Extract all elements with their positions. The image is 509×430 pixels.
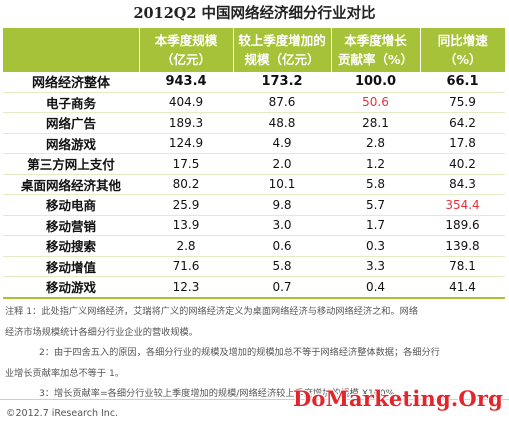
cell-value: 48.8 [233, 112, 331, 133]
copyright: ©2012.7 iResearch Inc. [6, 408, 119, 419]
row-label: 桌面网络经济其他 [3, 173, 139, 195]
cell-value: 0.6 [233, 235, 331, 256]
cell-value: 0.4 [331, 276, 420, 299]
row-label: 第三方网上支付 [3, 153, 139, 174]
note-2-line-2: 业增长贡献率加总不等于 1。 [5, 367, 125, 379]
cell-value: 2.0 [233, 153, 331, 174]
cell-value: 78.1 [420, 255, 505, 277]
header-line: 规模（亿元） [244, 52, 320, 67]
cell-value: 124.9 [139, 132, 233, 154]
cell-value: 404.9 [139, 91, 233, 113]
cell-value: 87.6 [233, 91, 331, 113]
cell-value: 5.8 [331, 173, 420, 195]
notes: 注释 1：此处指广义网络经济，艾瑞将广义的网络经济定义为桌面网络经济与移动网络经… [5, 302, 505, 405]
header-row: 本季度规模 （亿元） 较上季度增加的 规模（亿元） 本季度增长 贡献率（%） 同比增速 （%） [3, 28, 505, 72]
cell-value: 25.9 [139, 194, 233, 215]
cell-value: 3.0 [233, 214, 331, 236]
cell-value: 354.4 [420, 194, 505, 215]
cell-value: 71.6 [139, 255, 233, 277]
table-row: 移动增值 71.6 5.8 3.3 78.1 [3, 255, 505, 277]
header-line: 本季度增长 [344, 33, 407, 48]
header-line: 贡献率（%） [337, 52, 414, 67]
cell-value: 189.6 [420, 214, 505, 236]
cell-value: 17.5 [139, 153, 233, 174]
cell-value: 139.8 [420, 235, 505, 256]
cell-value: 41.4 [420, 276, 505, 299]
footer: ©2012.7 iResearch Inc. DoMarketing.Org [0, 386, 509, 430]
cell-value: 100.0 [354, 74, 397, 90]
row-label: 网络广告 [3, 112, 139, 133]
header-cell: 本季度增长贡献率（%） [330, 28, 420, 72]
table-row: 移动营销 13.9 3.0 1.7 189.6 [3, 214, 505, 236]
cell-value: 4.9 [233, 132, 331, 154]
note-1-line-2: 经济市场规模统计各细分行业企业的营收规模。 [5, 326, 198, 338]
table-row: 移动游戏 12.3 0.7 0.4 41.4 [3, 276, 505, 299]
watermark-logo: DoMarketing.Org [292, 386, 503, 411]
table-header: 本季度规模 （亿元） 较上季度增加的 规模（亿元） 本季度增长 贡献率（%） 同比增速 （%） [3, 28, 505, 72]
header-cell [3, 28, 139, 72]
header-cell: 本季度规模 （亿元） [138, 28, 233, 72]
table-row: 网络广告 189.3 48.8 28.1 64.2 [3, 112, 505, 133]
row-label: 网络游戏 [3, 132, 139, 154]
cell-value: 64.2 [420, 112, 505, 133]
header-cell: 同比增速 （%） [419, 28, 505, 72]
cell-value: 12.3 [139, 276, 233, 299]
table-row: 网络经济整体 943.4 173.2 100.0 66.1 [3, 72, 505, 92]
cell-value: 50.6 [331, 91, 420, 113]
note-1-line-1: 注释 1：此处指广义网络经济，艾瑞将广义的网络经济定义为桌面网络经济与移动网络经… [5, 306, 419, 317]
table-body: 网络经济整体 943.4 173.2 100.0 66.1 电子商务 404.9 87.6 50… [3, 72, 505, 299]
row-label: 移动游戏 [3, 276, 139, 299]
cell-value: 1.2 [331, 153, 420, 174]
cell-value: 0.3 [331, 235, 420, 256]
cell-value: 173.2 [261, 74, 303, 90]
row-label: 移动电商 [3, 194, 139, 215]
cell-value: 1.7 [331, 214, 420, 236]
cell-value: 84.3 [420, 173, 505, 195]
table-row: 移动搜索 2.8 0.6 0.3 139.8 [3, 235, 505, 256]
cell-value: 9.8 [233, 194, 331, 215]
row-label: 移动搜索 [3, 235, 139, 256]
header-line: 本季度规模 [154, 33, 218, 48]
cell-value: 0.7 [233, 276, 331, 299]
row-label: 电子商务 [3, 91, 139, 113]
header-line: （亿元） [160, 52, 211, 67]
cell-value: 943.4 [165, 74, 207, 90]
cell-value: 17.8 [420, 132, 505, 154]
page-title: 2012Q2 中国网络经济细分行业对比 [133, 5, 376, 22]
cell-value: 40.2 [420, 153, 505, 174]
table-row: 第三方网上支付 17.5 2.0 1.2 40.2 [3, 153, 505, 174]
header-line: 较上季度增加的 [238, 33, 326, 48]
table-row: 桌面网络经济其他 80.2 10.1 5.8 84.3 [3, 173, 505, 195]
header-line: （%） [443, 52, 482, 67]
table-row: 网络游戏 124.9 4.9 2.8 17.8 [3, 132, 505, 154]
cell-value: 2.8 [331, 132, 420, 154]
cell-value: 5.8 [233, 255, 331, 277]
row-label: 移动营销 [3, 214, 139, 236]
cell-value: 3.3 [331, 255, 420, 277]
cell-value: 10.1 [233, 173, 331, 195]
cell-value: 2.8 [139, 235, 233, 256]
row-label: 网络经济整体 [31, 76, 110, 92]
cell-value: 13.9 [139, 214, 233, 236]
data-table: 本季度规模 （亿元） 较上季度增加的 规模（亿元） 本季度增长 贡献率（%） 同比增速 （%）… [3, 28, 505, 299]
cell-value: 5.7 [331, 194, 420, 215]
note-3-line-1: 3：增长贡献率=各细分行业较上季度增加的规模/网络经济较上季度增加的规模 X10… [39, 388, 395, 399]
cell-value: 189.3 [139, 112, 233, 133]
cell-value: 75.9 [420, 91, 505, 113]
header-cell: 较上季度增加的 规模（亿元） [232, 28, 331, 72]
table-row: 移动电商 25.9 9.8 5.7 354.4 [3, 194, 505, 215]
row-label: 移动增值 [3, 255, 139, 277]
header-line: 同比增速 [437, 33, 488, 48]
table-row: 电子商务 404.9 87.6 50.6 75.9 [3, 91, 505, 113]
cell-value: 80.2 [139, 173, 233, 195]
cell-value: 28.1 [331, 112, 420, 133]
cell-value: 66.1 [446, 74, 479, 90]
note-2-line-1: 2：由于四舍五入的原因，各细分行业的规模及增加的规模加总不等于网络经济整体数据；… [39, 347, 440, 358]
